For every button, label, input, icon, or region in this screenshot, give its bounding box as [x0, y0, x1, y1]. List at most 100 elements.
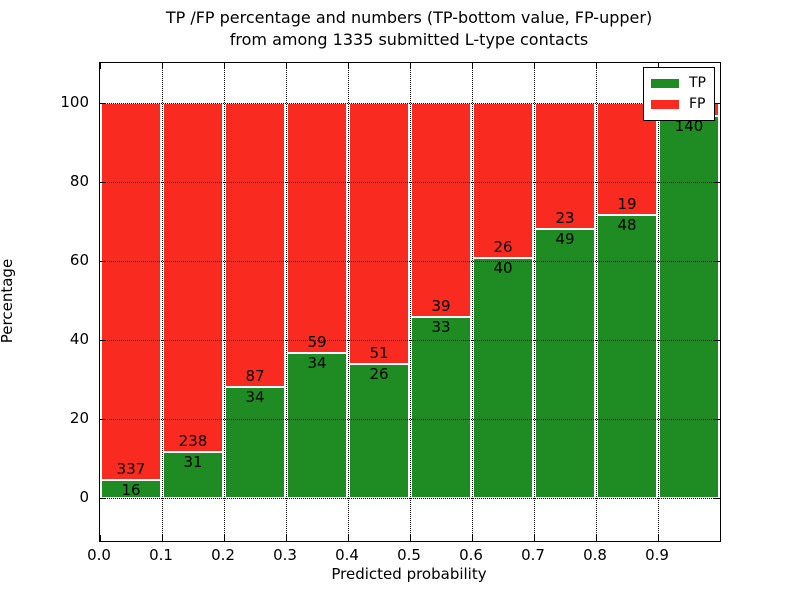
tp-color-swatch [651, 79, 679, 88]
y-axis-label: Percentage [0, 258, 16, 344]
bar-segment-fp [535, 102, 595, 229]
legend-entry-fp: FP [651, 94, 706, 115]
bar-value-tp: 26 [369, 365, 389, 384]
x-tick-bottom [162, 535, 164, 541]
bar-segment-tp [659, 116, 719, 498]
x-tick-label: 0.0 [87, 546, 111, 564]
gridline-horizontal [100, 102, 720, 104]
y-tick-label: 60 [69, 250, 89, 269]
gridline-vertical [658, 63, 659, 541]
x-tick-label: 0.6 [459, 546, 483, 564]
x-tick-label: 0.4 [335, 546, 359, 564]
x-tick-top [472, 63, 474, 69]
x-tick-label: 0.7 [521, 546, 545, 564]
x-tick-bottom [286, 535, 288, 541]
x-tick-label: 0.8 [583, 546, 607, 564]
x-tick-bottom [224, 535, 226, 541]
y-tick-left [100, 497, 106, 499]
y-tick-right [714, 181, 720, 183]
plot-area: TP FP 16 337 31 238 34 87 34 59 26 51 33 39 40 26 49 23… [99, 62, 722, 542]
x-tick-top [286, 63, 288, 69]
y-tick-left [100, 181, 106, 183]
x-tick-top [720, 63, 722, 69]
legend-entry-tp: TP [651, 73, 706, 94]
x-tick-label: 0.1 [149, 546, 173, 564]
bar-value-tp: 48 [617, 215, 637, 234]
chart-title-line-2: from among 1335 submitted L-type contact… [229, 30, 589, 49]
x-tick-label: 0.9 [645, 546, 669, 564]
y-tick-right [714, 260, 720, 262]
bar-value-fp: 238 [178, 432, 208, 451]
bar-value-tp: 16 [121, 480, 141, 499]
gridline-vertical [224, 63, 225, 541]
gridline-vertical [534, 63, 535, 541]
bar-value-fp: 39 [431, 296, 451, 315]
x-tick-bottom [720, 535, 722, 541]
y-tick-left [100, 102, 106, 104]
bar-value-fp: 59 [307, 332, 327, 351]
y-tick-left [100, 339, 106, 341]
x-axis-label: Predicted probability [331, 565, 487, 583]
x-tick-top [162, 63, 164, 69]
x-tick-top [658, 63, 660, 69]
y-tick-right [714, 418, 720, 420]
bar-value-tp: 34 [245, 387, 265, 406]
gridline-horizontal [100, 260, 720, 262]
gridline-horizontal [100, 339, 720, 341]
bar-segment-tp [597, 214, 657, 498]
bar-value-tp: 49 [555, 229, 575, 248]
x-tick-bottom [534, 535, 536, 541]
x-tick-top [100, 63, 102, 69]
bar-segment-tp [535, 228, 595, 498]
bar-segment-tp [101, 479, 161, 498]
x-tick-bottom [100, 535, 102, 541]
bar-segment-fp [349, 102, 409, 365]
x-tick-top [224, 63, 226, 69]
x-tick-bottom [596, 535, 598, 541]
bar-segment-tp [163, 452, 223, 498]
bar-segment-tp [473, 258, 533, 498]
gridline-horizontal [100, 497, 720, 499]
bar-value-fp: 26 [493, 238, 513, 257]
gridline-vertical [596, 63, 597, 541]
x-tick-top [410, 63, 412, 69]
bar-segment-fp [411, 102, 471, 317]
y-tick-right [714, 497, 720, 499]
bar-value-tp: 33 [431, 317, 451, 336]
bar-value-tp: 31 [183, 453, 203, 472]
bar-value-tp: 40 [493, 259, 513, 278]
fp-color-swatch [651, 100, 679, 109]
gridline-vertical [410, 63, 411, 541]
bar-segment-fp [163, 102, 223, 453]
y-tick-label: 20 [69, 408, 89, 427]
gridline-horizontal [100, 181, 720, 183]
y-tick-left [100, 260, 106, 262]
bar-segment-fp [225, 102, 285, 387]
bar-segment-tp [411, 316, 471, 498]
x-tick-top [534, 63, 536, 69]
bar-segment-fp [473, 102, 533, 259]
x-tick-label: 0.3 [273, 546, 297, 564]
bar-value-fp: 337 [116, 459, 146, 478]
y-tick-label: 100 [60, 92, 89, 111]
y-tick-label: 80 [69, 171, 89, 190]
bar-value-fp: 87 [245, 366, 265, 385]
bar-segment-fp [287, 102, 347, 353]
y-tick-label: 40 [69, 329, 89, 348]
x-tick-label: 0.5 [397, 546, 421, 564]
x-tick-bottom [348, 535, 350, 541]
bar-segment-fp [101, 102, 161, 480]
legend-label-fp: FP [689, 96, 706, 112]
x-tick-top [348, 63, 350, 69]
gridline-vertical [472, 63, 473, 541]
chart-title-line-1: TP /FP percentage and numbers (TP-bottom… [165, 8, 653, 27]
bar-segment-tp [349, 364, 409, 498]
bar-value-tp: 140 [674, 117, 704, 136]
gridline-horizontal [100, 418, 720, 420]
y-tick-right [714, 102, 720, 104]
x-tick-bottom [658, 535, 660, 541]
bar-segment-tp [225, 386, 285, 498]
x-tick-bottom [410, 535, 412, 541]
bar-segment-tp [287, 352, 347, 498]
